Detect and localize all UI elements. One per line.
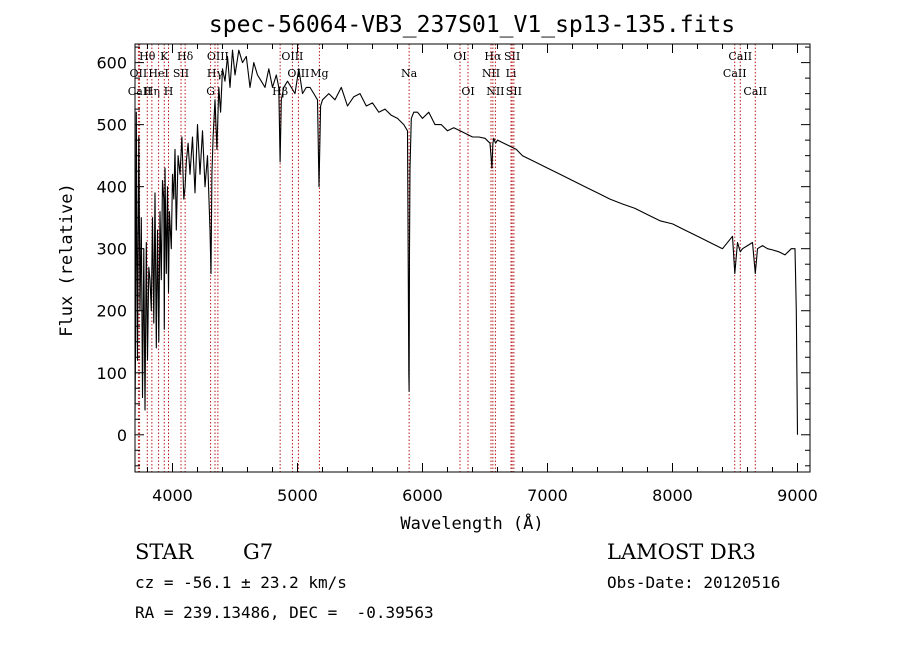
- object-subclass: G7: [243, 540, 274, 564]
- marker-label-2: CaII: [128, 85, 152, 98]
- y-tick-label-2: 200: [96, 302, 127, 321]
- marker-label-18: OI: [461, 85, 474, 98]
- y-axis-label: Flux (relative): [57, 183, 77, 337]
- x-tick-label-1: 5000: [277, 486, 318, 505]
- marker-label-11: G: [206, 85, 215, 98]
- x-tick-label-3: 7000: [527, 486, 568, 505]
- y-tick-label-3: 300: [96, 240, 127, 259]
- marker-label-23: SII: [504, 50, 520, 63]
- marker-label-9: OIII: [207, 50, 229, 63]
- x-axis: 4000 5000 6000 7000 8000 9000: [147, 44, 818, 505]
- marker-label-21: NII: [486, 85, 504, 98]
- y-tick-label-1: 100: [96, 364, 127, 383]
- marker-label-8: Hδ: [177, 50, 194, 63]
- marker-label-24: SII: [506, 85, 522, 98]
- plot-frame: [134, 43, 811, 473]
- survey-name: LAMOST DR3: [607, 540, 756, 564]
- marker-label-12: Hβ: [272, 85, 288, 98]
- marker-label-4: HeI: [148, 67, 168, 80]
- observation-date: Obs-Date: 20120516: [607, 573, 781, 592]
- marker-label-13: OIII: [281, 50, 303, 63]
- marker-label-6: H: [164, 85, 174, 98]
- marker-label-26: CaII: [723, 67, 747, 80]
- y-tick-label-5: 500: [96, 116, 127, 135]
- marker-label-25: CaII: [728, 50, 752, 63]
- marker-label-17: OI: [453, 50, 466, 63]
- chart-title: spec-56064-VB3_237S01_V1_sp13-135.fits: [209, 12, 735, 38]
- spectrum-line: [134, 49, 799, 435]
- marker-label-27: CaII: [743, 85, 767, 98]
- y-tick-label-6: 600: [96, 54, 127, 73]
- y-axis: 0 100 200 300 400 500 600: [96, 46, 810, 467]
- redshift-text: cz = -56.1 ± 23.2 km/s: [135, 573, 347, 592]
- coordinates-text: RA = 239.13486, DEC = -0.39563: [135, 603, 434, 622]
- y-tick-label-4: 400: [96, 178, 127, 197]
- marker-label-7: SII: [173, 67, 189, 80]
- marker-label-3: Hη: [144, 85, 160, 98]
- marker-label-20: NII: [482, 67, 500, 80]
- x-tick-label-0: 4000: [152, 486, 193, 505]
- marker-label-16: Na: [401, 67, 418, 80]
- x-tick-label-2: 6000: [402, 486, 443, 505]
- x-tick-label-5: 9000: [777, 486, 818, 505]
- marker-label-10: Hγ: [207, 67, 224, 80]
- y-tick-label-0: 0: [117, 426, 127, 445]
- x-tick-label-4: 8000: [652, 486, 693, 505]
- marker-label-15: Mg: [310, 67, 328, 80]
- marker-label-5: K: [160, 50, 169, 63]
- marker-label-19: Hα: [484, 50, 502, 63]
- marker-label-1: OII: [130, 67, 148, 80]
- marker-label-0: Hθ: [139, 50, 156, 63]
- object-class: STAR: [135, 540, 194, 564]
- x-axis-label: Wavelength (Å): [400, 512, 543, 534]
- marker-label-22: Li: [506, 67, 517, 80]
